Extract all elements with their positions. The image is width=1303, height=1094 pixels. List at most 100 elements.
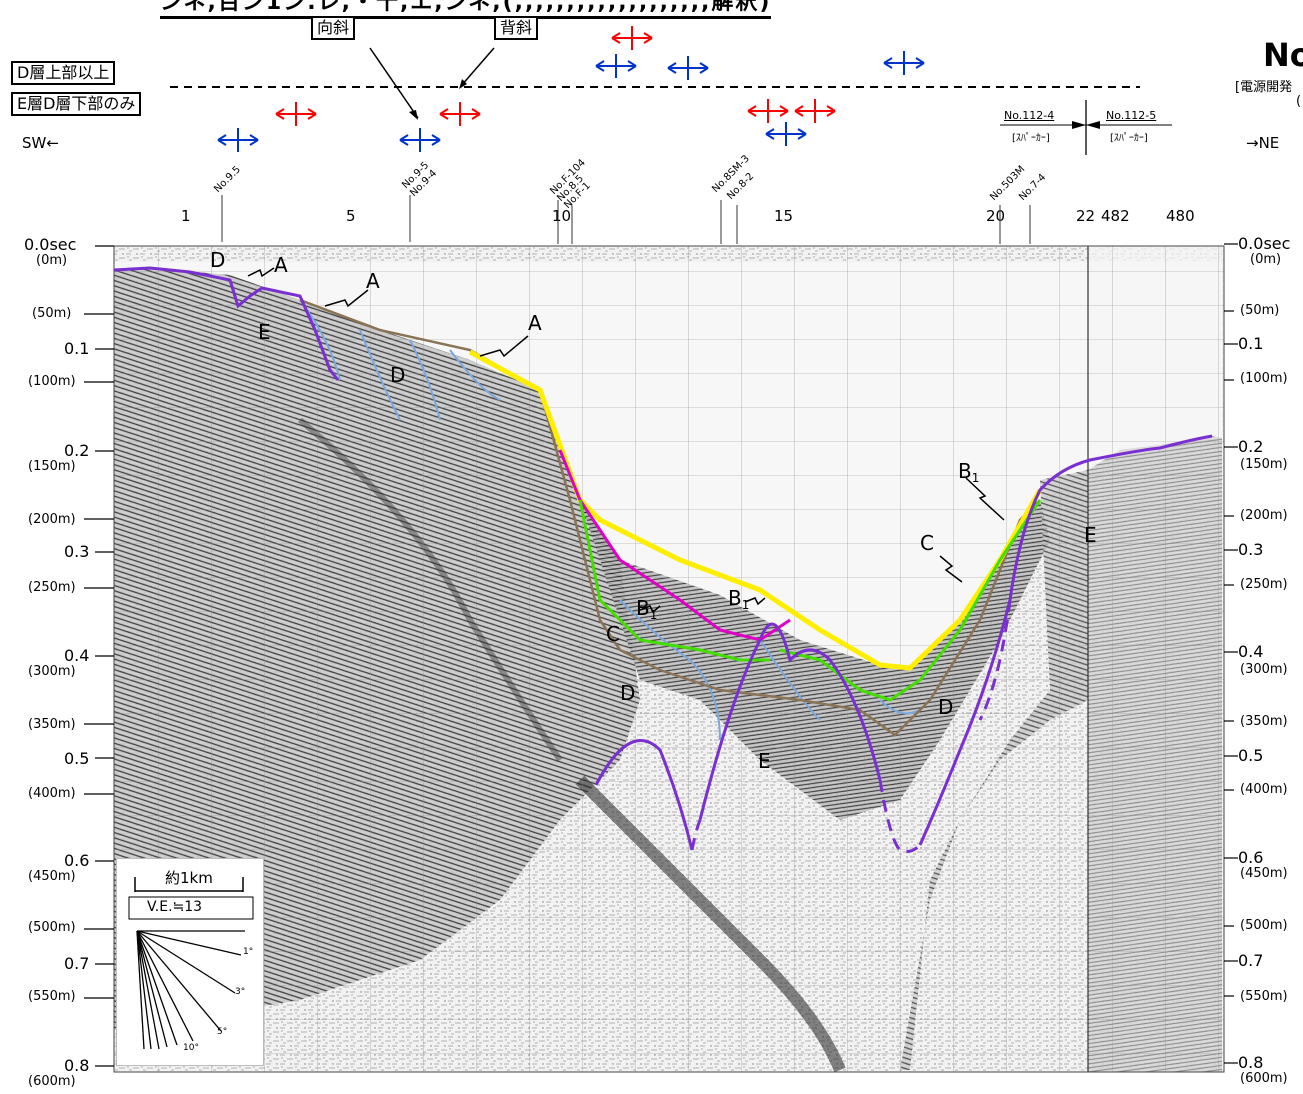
right-axis-depth: (250m) — [1240, 577, 1288, 592]
shotpoint-label: 22 — [1076, 207, 1096, 225]
layer-d-upper-label: D層上部以上 — [11, 61, 116, 85]
layer-label-e: E — [1084, 523, 1097, 547]
left-axis-depth: (350m) — [28, 717, 76, 732]
anticline-callout: 背斜 — [494, 16, 539, 40]
layer-label-e: E — [258, 320, 271, 344]
layer-label-d: D — [938, 695, 953, 719]
left-axis-depth: (450m) — [28, 869, 76, 884]
anticline-pointer-head — [459, 79, 467, 89]
right-axis-depth: (200m) — [1240, 508, 1288, 523]
left-axis-depth: (100m) — [28, 374, 76, 389]
left-axis-ticks — [84, 245, 114, 1067]
left-axis-sec: 0.6 — [64, 851, 90, 870]
right-axis-ticks — [1224, 243, 1238, 1064]
shotpoint-label: 10 — [552, 207, 572, 225]
angle-label-5: 5° — [217, 1027, 228, 1037]
right-axis-depth: (450m) — [1240, 866, 1288, 881]
left-axis-sec: 0.3 — [64, 542, 90, 561]
left-axis-sec: 0.7 — [64, 954, 90, 973]
horizon-green — [578, 499, 1042, 702]
angle-label-3: 3° — [235, 987, 246, 997]
right-axis-sec: 0.2 — [1238, 437, 1264, 456]
layer-label-a: A — [528, 311, 542, 335]
left-axis-depth: (250m) — [28, 580, 76, 595]
right-axis-sec: 0.6 — [1238, 848, 1264, 867]
syncline-symbols — [217, 51, 925, 152]
right-axis-depth: (50m) — [1240, 303, 1280, 318]
scale-distance: 約1km — [165, 869, 213, 887]
layer-labels: D A A A E D B1 E C B1 B1 C D D E — [210, 248, 1097, 773]
right-axis-depth: (100m) — [1240, 371, 1288, 386]
layer-label-e: E — [758, 749, 771, 773]
shotpoint-label: 480 — [1166, 207, 1195, 225]
layer-label-d: D — [390, 363, 405, 387]
left-axis-depth: (150m) — [28, 459, 76, 474]
scale-ve: V.E.≒13 — [147, 899, 203, 915]
left-axis-depth: (400m) — [28, 786, 76, 801]
right-axis-sec: 0.1 — [1238, 334, 1264, 353]
layer-e-d-lower-label: E層D層下部のみ — [11, 92, 142, 116]
left-axis-depth: (500m) — [28, 920, 76, 935]
left-axis-sec: 0.1 — [64, 339, 90, 358]
scale-box: 約1km V.E.≒13 1° 3° 5° 10° — [116, 858, 264, 1066]
angle-label-1: 1° — [243, 947, 254, 957]
right-axis-sec: 0.5 — [1238, 746, 1264, 765]
title-fragment: ンネ,百ン1ン.レ,・十,エ,ンネ,(,,,,,,,,,,,,,,,,,,,解釈… — [160, 0, 772, 19]
direction-ne: →NE — [1246, 134, 1280, 152]
right-axis-depth: (550m) — [1240, 989, 1288, 1004]
left-axis-sec: 0.2 — [64, 441, 90, 460]
right-axis-sec: 0.4 — [1238, 642, 1264, 661]
anticline-pointer — [460, 47, 495, 87]
shotpoint-label: 15 — [774, 207, 794, 225]
source-fragment: [電源開発 — [1235, 80, 1293, 95]
junction-arrow — [1072, 121, 1100, 129]
horizon-lightblue — [299, 299, 921, 741]
left-axis-depth: (200m) — [28, 512, 76, 527]
angle-label-10: 10° — [183, 1043, 199, 1053]
left-axis-depth: (0m) — [36, 253, 68, 268]
left-axis-sec: 0.8 — [64, 1056, 90, 1075]
horizon-purple — [113, 266, 1213, 851]
junction-left-no: No.112-4 — [1004, 109, 1055, 122]
right-axis-sec: 0.7 — [1238, 951, 1264, 970]
right-axis-depth: (400m) — [1240, 782, 1288, 797]
junction-left-src: [ｽﾊﾟｰｶｰ] — [1012, 133, 1050, 144]
layer-label-a: A — [366, 269, 380, 293]
borehole-leaders — [221, 195, 1031, 244]
right-axis-depth: (300m) — [1240, 662, 1288, 677]
section-frame — [113, 245, 1225, 1073]
horizon-purple-dashed — [690, 599, 1012, 854]
layer-label-a: A — [274, 253, 288, 277]
shotpoint-label: 482 — [1101, 207, 1130, 225]
right-axis-depth: (0m) — [1250, 252, 1282, 267]
paren-fragment: ( — [1296, 94, 1302, 109]
left-axis-depth: (300m) — [28, 664, 76, 679]
left-axis-sec: 0.5 — [64, 749, 90, 768]
layer-label-c: C — [606, 622, 620, 646]
right-axis-depth: (150m) — [1240, 457, 1288, 472]
right-axis-depth: (600m) — [1240, 1071, 1288, 1086]
right-axis-sec: 0.3 — [1238, 540, 1264, 559]
layer-label-c: C — [920, 531, 934, 555]
line-number: No. — [1263, 36, 1303, 74]
anticline-symbols — [275, 26, 836, 126]
syncline-pointer — [369, 47, 419, 119]
left-axis-depth: (550m) — [28, 989, 76, 1004]
right-axis-depth: (350m) — [1240, 714, 1288, 729]
label-leaders — [247, 267, 1005, 614]
shotpoint-label: 5 — [346, 207, 356, 225]
left-axis-depth: (600m) — [28, 1074, 76, 1089]
layer-label-d: D — [210, 248, 225, 272]
scale-graphics — [128, 877, 254, 1050]
left-axis-depth: (50m) — [32, 306, 72, 321]
right-axis-sec: 0.0sec — [1238, 234, 1291, 253]
left-axis-sec: 0.0sec — [24, 235, 77, 254]
layer-label-d: D — [620, 681, 635, 705]
right-axis-sec: 0.8 — [1238, 1053, 1264, 1072]
grid — [114, 246, 1224, 1072]
left-axis-sec: 0.4 — [64, 646, 90, 665]
shotpoint-label: 1 — [181, 207, 191, 225]
direction-sw: SW← — [22, 134, 59, 152]
syncline-callout: 向斜 — [311, 16, 356, 40]
